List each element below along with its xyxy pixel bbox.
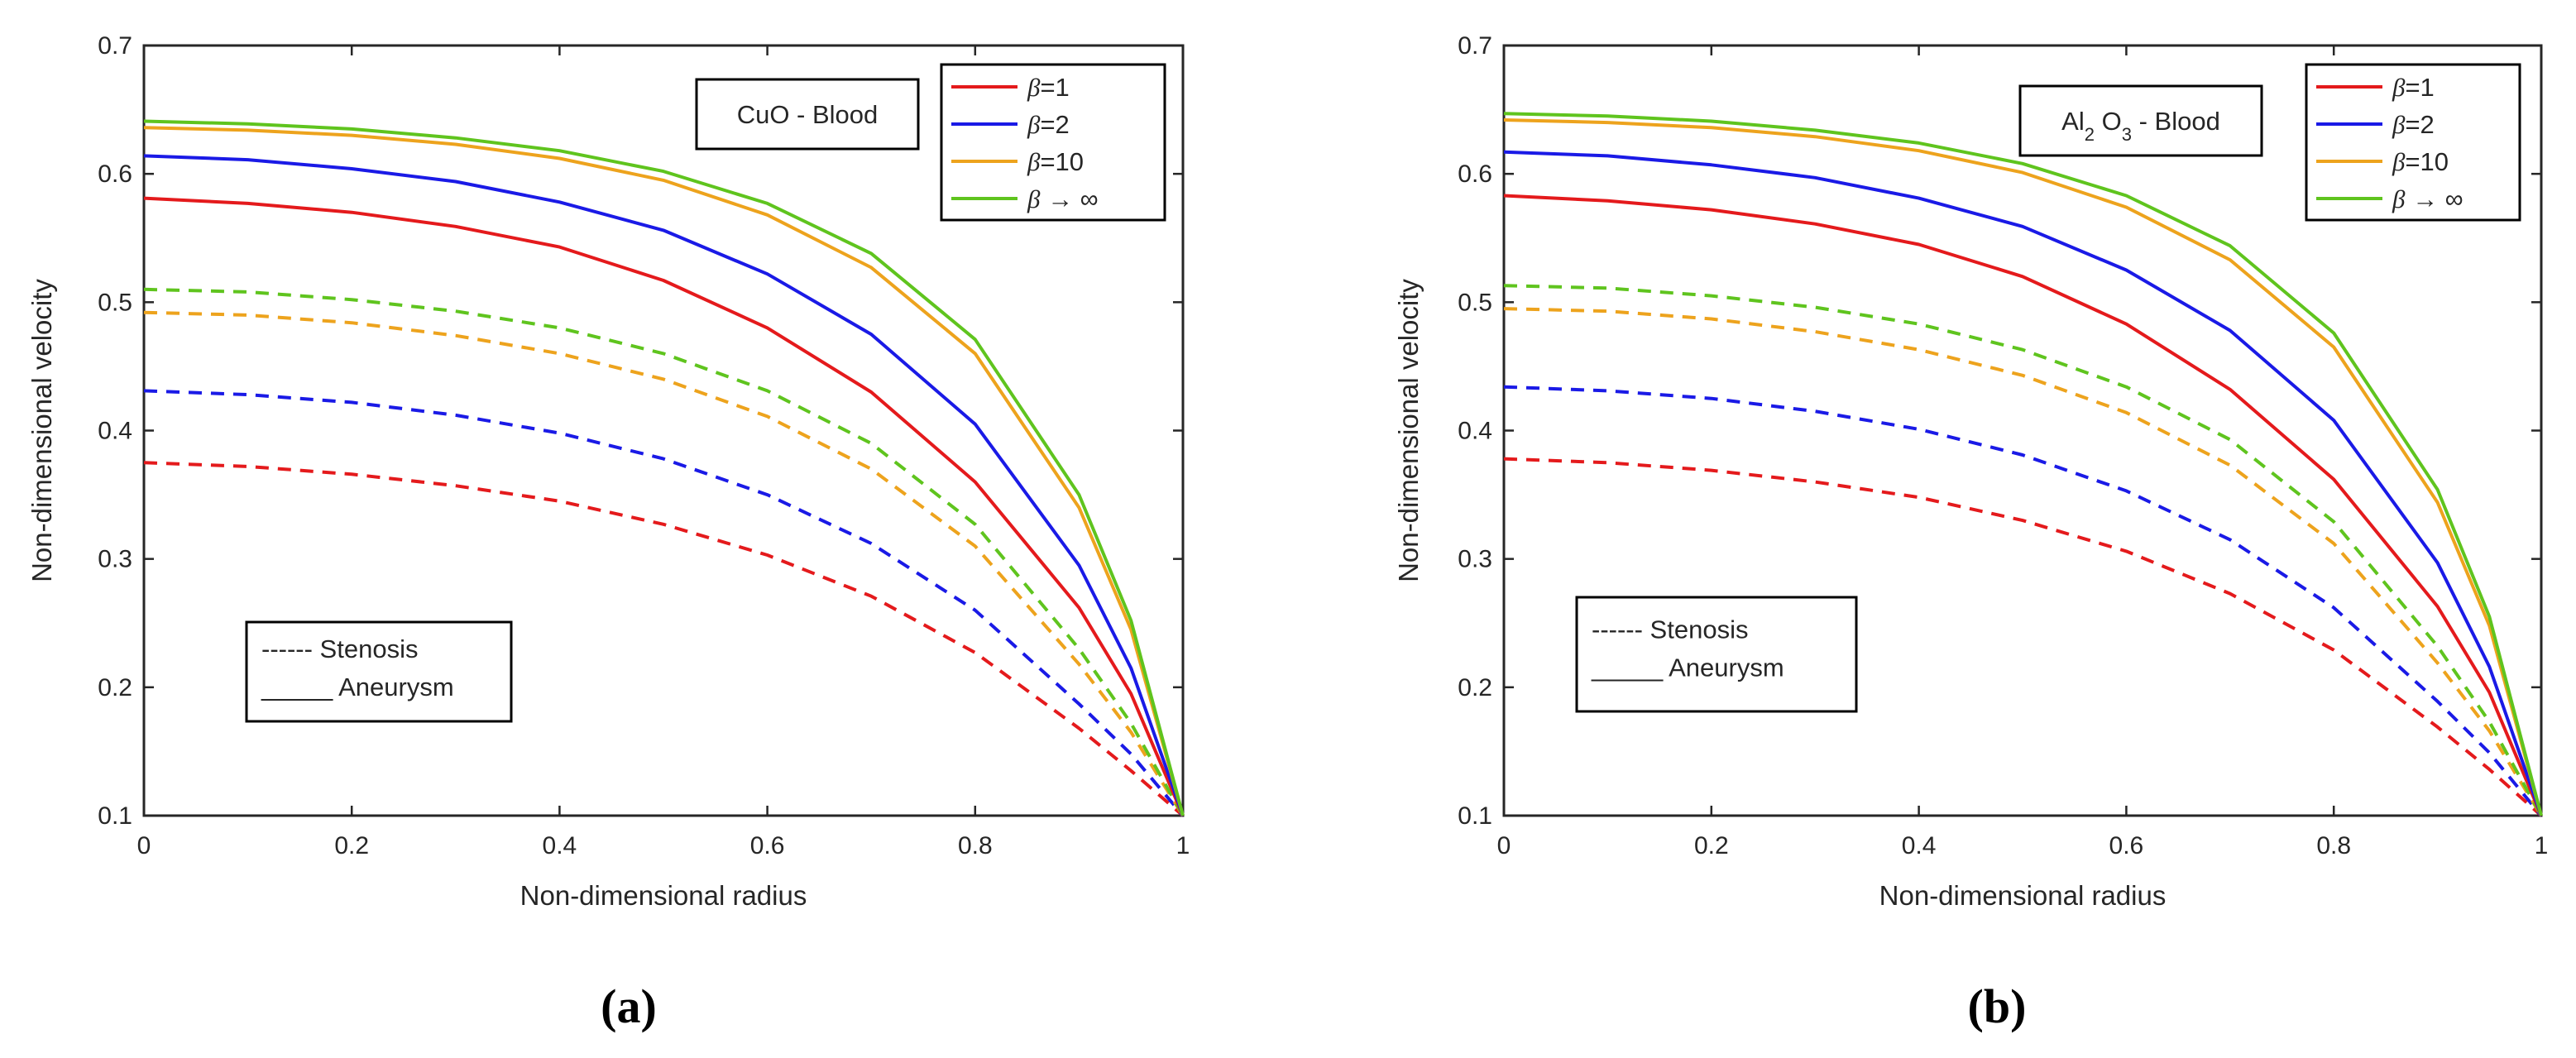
stenosis-label: ------ Stenosis	[261, 634, 418, 663]
y-axis-label: Non-dimensional velocity	[26, 279, 57, 582]
y-tick-label: 0.5	[1458, 289, 1492, 316]
annotation-part: O	[2095, 107, 2122, 136]
legend-entry-text: → ∞	[1040, 184, 1098, 213]
aneurysm-label: _____ Aneurysm	[261, 673, 454, 701]
fluid-annotation-label: Al2 O3 - Blood	[2061, 107, 2220, 145]
x-tick-label: 0.4	[1902, 832, 1937, 859]
legend-beta-symbol: β	[2392, 184, 2406, 213]
series-line-stenosis-7	[143, 287, 1185, 816]
legend-beta-symbol: β	[1027, 184, 1041, 213]
line-style-legend-box	[1575, 596, 1858, 713]
y-tick-label: 0.3	[98, 546, 132, 573]
line-style-legend-box	[245, 620, 513, 723]
legend-entry-text: =10	[2405, 147, 2449, 176]
x-tick-label: 0	[1497, 832, 1511, 859]
x-tick-label: 0.8	[958, 832, 993, 859]
legend-entry-text: =10	[1040, 147, 1084, 176]
x-tick-label: 0	[137, 832, 151, 859]
annotation-part: Al	[2061, 107, 2085, 136]
series-line-aneurysm-3	[143, 119, 1185, 816]
y-tick-label: 0.1	[1458, 802, 1492, 830]
legend-entry-text: → ∞	[2405, 184, 2463, 213]
y-axis-label: Non-dimensional velocity	[1393, 279, 1424, 582]
x-tick-label: 1	[1176, 832, 1190, 859]
legend-beta-symbol: β	[2392, 147, 2406, 176]
y-tick-label: 0.1	[98, 802, 132, 830]
x-tick-label: 1	[2535, 832, 2549, 859]
series-line-stenosis-7	[1503, 284, 2543, 816]
y-tick-label: 0.4	[1458, 418, 1492, 445]
x-tick-label: 0.2	[334, 832, 369, 859]
series-line-aneurysm-2	[143, 126, 1185, 816]
x-tick-label: 0.4	[543, 832, 577, 859]
fluid-annotation-box	[2018, 84, 2263, 157]
panel-caption: (b)	[1968, 979, 2027, 1033]
legend-entry-text: =1	[2405, 73, 2434, 102]
legend-entry-label: β=2	[2392, 110, 2435, 139]
legend-beta-symbol: β	[1027, 147, 1041, 176]
y-tick-label: 0.7	[1458, 32, 1492, 60]
legend-beta-symbol: β	[1027, 110, 1041, 139]
legend-beta-symbol: β	[1027, 73, 1041, 102]
y-tick-label: 0.4	[98, 418, 132, 445]
x-tick-label: 0.8	[2316, 832, 2351, 859]
series-line-aneurysm-1	[143, 154, 1185, 816]
series-line-stenosis-4	[143, 461, 1185, 817]
y-tick-label: 0.7	[98, 32, 132, 60]
series-line-aneurysm-2	[1503, 118, 2543, 816]
x-axis-label: Non-dimensional radius	[1879, 880, 2167, 911]
series-line-stenosis-4	[1503, 457, 2543, 817]
legend-box	[940, 63, 1166, 222]
legend-entry-label: β → ∞	[1027, 184, 1099, 213]
y-tick-label: 0.3	[1458, 546, 1492, 573]
legend-box	[2305, 63, 2521, 222]
fluid-annotation-label: CuO - Blood	[737, 100, 879, 129]
series-line-stenosis-5	[143, 389, 1185, 817]
series-line-stenosis-5	[1503, 385, 2543, 817]
series-line-stenosis-6	[1503, 307, 2543, 817]
legend-entry-label: β=10	[1027, 147, 1084, 176]
annotation-part: - Blood	[2132, 107, 2220, 136]
y-tick-label: 0.2	[98, 674, 132, 701]
x-tick-label: 0.2	[1694, 832, 1729, 859]
legend-entry-label: β=2	[1027, 110, 1070, 139]
x-axis-label: Non-dimensional radius	[520, 880, 807, 911]
legend-entry-label: β=1	[1027, 73, 1070, 102]
panel-caption: (a)	[601, 979, 657, 1033]
legend-entry-text: =2	[2405, 110, 2434, 139]
y-tick-label: 0.6	[1458, 160, 1492, 188]
legend-beta-symbol: β	[2392, 73, 2406, 102]
series-line-aneurysm-3	[1503, 112, 2543, 816]
annotation-subscript: 3	[2122, 124, 2132, 145]
legend-entry-text: =2	[1040, 110, 1069, 139]
series-line-aneurysm-1	[1503, 150, 2543, 816]
series-line-aneurysm-0	[143, 196, 1185, 816]
legend-beta-symbol: β	[2392, 110, 2406, 139]
legend-entry-label: β → ∞	[2392, 184, 2463, 213]
stenosis-label: ------ Stenosis	[1592, 615, 1748, 644]
series-line-aneurysm-0	[1503, 194, 2543, 816]
legend-entry-label: β=1	[2392, 73, 2435, 102]
panel-a: 0 0.2 0.4 0.6 0.8 1 0.1 0.2 0.3 0.4 0.5 0.6 0.7 Non-d…	[26, 32, 1190, 1033]
annotation-subscript: 2	[2085, 124, 2095, 145]
y-tick-label: 0.5	[98, 289, 132, 316]
panel-b: 0 0.2 0.4 0.6 0.8 1 0.1 0.2 0.3 0.4 0.5 0.6 0.7 Non-d…	[1393, 32, 2548, 1033]
y-tick-label: 0.2	[1458, 674, 1492, 701]
x-tick-label: 0.6	[2109, 832, 2144, 859]
legend-entry-label: β=10	[2392, 147, 2449, 176]
x-tick-label: 0.6	[750, 832, 785, 859]
aneurysm-label: _____ Aneurysm	[1591, 653, 1784, 682]
legend-entry-text: =1	[1040, 73, 1069, 102]
fluid-annotation-box	[695, 78, 920, 151]
y-tick-label: 0.6	[98, 160, 132, 188]
series-line-stenosis-6	[143, 310, 1185, 817]
